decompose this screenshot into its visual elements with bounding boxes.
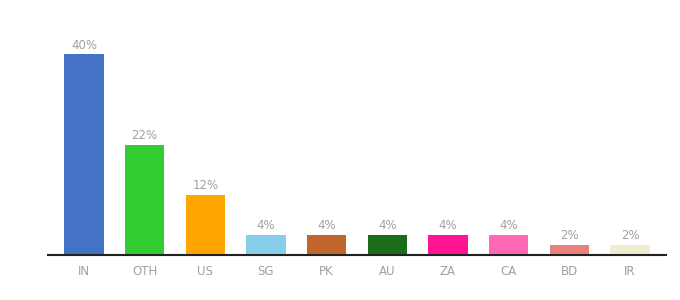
Text: 4%: 4% [256, 219, 275, 232]
Text: 4%: 4% [499, 219, 518, 232]
Text: 4%: 4% [378, 219, 396, 232]
Bar [307, 235, 346, 255]
Text: 2%: 2% [560, 230, 579, 242]
Bar [186, 195, 225, 255]
Bar [65, 54, 104, 255]
Bar [549, 245, 589, 255]
Bar [428, 235, 468, 255]
Text: 22%: 22% [132, 129, 158, 142]
Text: 12%: 12% [192, 179, 218, 192]
Bar [246, 235, 286, 255]
Text: 4%: 4% [439, 219, 458, 232]
Text: 40%: 40% [71, 39, 97, 52]
Text: 4%: 4% [318, 219, 336, 232]
Bar [368, 235, 407, 255]
Bar [610, 245, 649, 255]
Bar [125, 145, 165, 255]
Text: 2%: 2% [621, 230, 639, 242]
Bar [489, 235, 528, 255]
